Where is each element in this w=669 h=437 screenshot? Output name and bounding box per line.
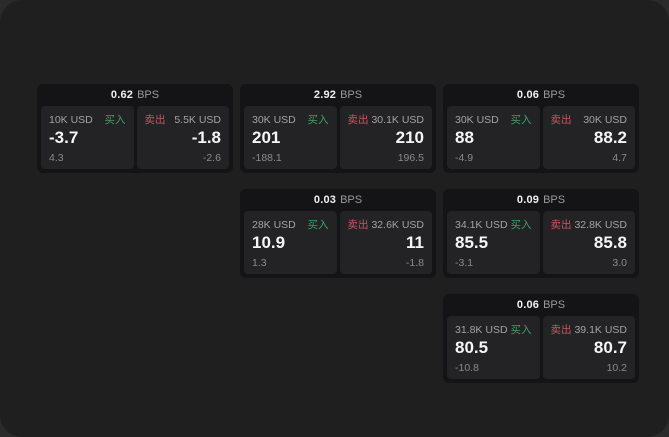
bps-label: BPS bbox=[340, 194, 363, 206]
quote-panels: 31.8K USD 买入 80.5 -10.8 卖出 39.1K USD 80.… bbox=[443, 316, 639, 383]
sell-amount: 5.5K USD bbox=[174, 113, 221, 126]
bps-label: BPS bbox=[137, 89, 160, 101]
quote-card-2: 2.92 BPS 30K USD 买入 201 -188.1 卖出 30.1K … bbox=[240, 84, 436, 173]
quote-card-6: 0.06 BPS 31.8K USD 买入 80.5 -10.8 卖出 39.1… bbox=[443, 294, 639, 383]
sell-amount: 32.6K USD bbox=[371, 218, 424, 231]
bps-label: BPS bbox=[543, 89, 566, 101]
quote-cards-grid: 0.62 BPS 10K USD 买入 -3.7 4.3 卖出 5.5K USD bbox=[37, 84, 639, 383]
spread-row: 0.09 BPS bbox=[443, 189, 639, 211]
buy-amount: 10K USD bbox=[49, 113, 93, 126]
buy-sub-value: -3.1 bbox=[455, 257, 474, 269]
sell-tile[interactable]: 卖出 30.1K USD 210 196.5 bbox=[339, 106, 432, 169]
quote-panels: 30K USD 买入 201 -188.1 卖出 30.1K USD 210 1… bbox=[240, 106, 436, 173]
buy-sub-value: 4.3 bbox=[49, 152, 64, 164]
spread-row: 2.92 BPS bbox=[240, 84, 436, 106]
buy-amount: 28K USD bbox=[252, 218, 296, 231]
buy-sub-value: 1.3 bbox=[252, 257, 267, 269]
sell-label: 卖出 bbox=[144, 114, 166, 126]
buy-label: 买入 bbox=[510, 219, 532, 231]
buy-label: 买入 bbox=[510, 324, 532, 336]
sell-tile[interactable]: 卖出 32.8K USD 85.8 3.0 bbox=[542, 211, 635, 274]
sell-price: 88.2 bbox=[593, 128, 627, 147]
sell-price: 210 bbox=[395, 128, 424, 147]
quote-card-3: 0.06 BPS 30K USD 买入 88 -4.9 卖出 30K USD bbox=[443, 84, 639, 173]
spread-value: 0.06 bbox=[516, 299, 540, 311]
buy-amount: 31.8K USD bbox=[455, 323, 508, 336]
buy-label: 买入 bbox=[307, 114, 329, 126]
sell-tile[interactable]: 卖出 30K USD 88.2 4.7 bbox=[542, 106, 635, 169]
sell-label: 卖出 bbox=[550, 219, 572, 231]
spread-value: 0.06 bbox=[516, 89, 540, 101]
sell-amount: 30.1K USD bbox=[371, 113, 424, 126]
buy-sub-value: -188.1 bbox=[252, 152, 282, 164]
sell-tile[interactable]: 卖出 39.1K USD 80.7 10.2 bbox=[542, 316, 635, 379]
quote-panels: 10K USD 买入 -3.7 4.3 卖出 5.5K USD -1.8 -2.… bbox=[37, 106, 233, 173]
sell-sub-value: -1.8 bbox=[405, 257, 424, 269]
spread-value: 0.03 bbox=[313, 194, 337, 206]
spread-value: 0.09 bbox=[516, 194, 540, 206]
sell-sub-value: -2.6 bbox=[202, 152, 221, 164]
sell-price: -1.8 bbox=[191, 128, 221, 147]
buy-tile[interactable]: 31.8K USD 买入 80.5 -10.8 bbox=[447, 316, 540, 379]
quote-panels: 30K USD 买入 88 -4.9 卖出 30K USD 88.2 4.7 bbox=[443, 106, 639, 173]
sell-price: 85.8 bbox=[593, 233, 627, 252]
buy-amount: 30K USD bbox=[252, 113, 296, 126]
sell-amount: 39.1K USD bbox=[574, 323, 627, 336]
buy-label: 买入 bbox=[510, 114, 532, 126]
buy-tile[interactable]: 34.1K USD 买入 85.5 -3.1 bbox=[447, 211, 540, 274]
sell-label: 卖出 bbox=[347, 219, 369, 231]
bps-label: BPS bbox=[340, 89, 363, 101]
bps-label: BPS bbox=[543, 194, 566, 206]
buy-tile[interactable]: 30K USD 买入 88 -4.9 bbox=[447, 106, 540, 169]
spread-row: 0.06 BPS bbox=[443, 84, 639, 106]
buy-tile[interactable]: 30K USD 买入 201 -188.1 bbox=[244, 106, 337, 169]
buy-label: 买入 bbox=[307, 219, 329, 231]
sell-label: 卖出 bbox=[347, 114, 369, 126]
spread-row: 0.03 BPS bbox=[240, 189, 436, 211]
buy-price: 85.5 bbox=[455, 233, 489, 252]
buy-price: 80.5 bbox=[455, 338, 489, 357]
spread-value: 0.62 bbox=[110, 89, 134, 101]
quote-panels: 28K USD 买入 10.9 1.3 卖出 32.6K USD 11 -1.8 bbox=[240, 211, 436, 278]
buy-label: 买入 bbox=[104, 114, 126, 126]
sell-sub-value: 196.5 bbox=[397, 152, 424, 164]
buy-price: -3.7 bbox=[49, 128, 79, 147]
buy-tile[interactable]: 10K USD 买入 -3.7 4.3 bbox=[41, 106, 134, 169]
sell-tile[interactable]: 卖出 5.5K USD -1.8 -2.6 bbox=[136, 106, 229, 169]
sell-sub-value: 3.0 bbox=[612, 257, 627, 269]
buy-amount: 34.1K USD bbox=[455, 218, 508, 231]
sell-sub-value: 4.7 bbox=[612, 152, 627, 164]
sell-amount: 32.8K USD bbox=[574, 218, 627, 231]
spread-row: 0.62 BPS bbox=[37, 84, 233, 106]
buy-sub-value: -4.9 bbox=[455, 152, 474, 164]
bps-label: BPS bbox=[543, 299, 566, 311]
buy-price: 201 bbox=[252, 128, 281, 147]
buy-sub-value: -10.8 bbox=[455, 362, 479, 374]
sell-label: 卖出 bbox=[550, 324, 572, 336]
buy-amount: 30K USD bbox=[455, 113, 499, 126]
sell-tile[interactable]: 卖出 32.6K USD 11 -1.8 bbox=[339, 211, 432, 274]
sell-price: 11 bbox=[406, 233, 424, 252]
spread-row: 0.06 BPS bbox=[443, 294, 639, 316]
buy-tile[interactable]: 28K USD 买入 10.9 1.3 bbox=[244, 211, 337, 274]
buy-price: 88 bbox=[455, 128, 474, 147]
spread-value: 2.92 bbox=[313, 89, 337, 101]
quote-card-1: 0.62 BPS 10K USD 买入 -3.7 4.3 卖出 5.5K USD bbox=[37, 84, 233, 173]
sell-sub-value: 10.2 bbox=[606, 362, 627, 374]
quote-panels: 34.1K USD 买入 85.5 -3.1 卖出 32.8K USD 85.8… bbox=[443, 211, 639, 278]
sell-price: 80.7 bbox=[593, 338, 627, 357]
quote-card-4: 0.03 BPS 28K USD 买入 10.9 1.3 卖出 32.6K US… bbox=[240, 189, 436, 278]
sell-label: 卖出 bbox=[550, 114, 572, 126]
sell-amount: 30K USD bbox=[583, 113, 627, 126]
quote-card-5: 0.09 BPS 34.1K USD 买入 85.5 -3.1 卖出 32.8K… bbox=[443, 189, 639, 278]
buy-price: 10.9 bbox=[252, 233, 286, 252]
